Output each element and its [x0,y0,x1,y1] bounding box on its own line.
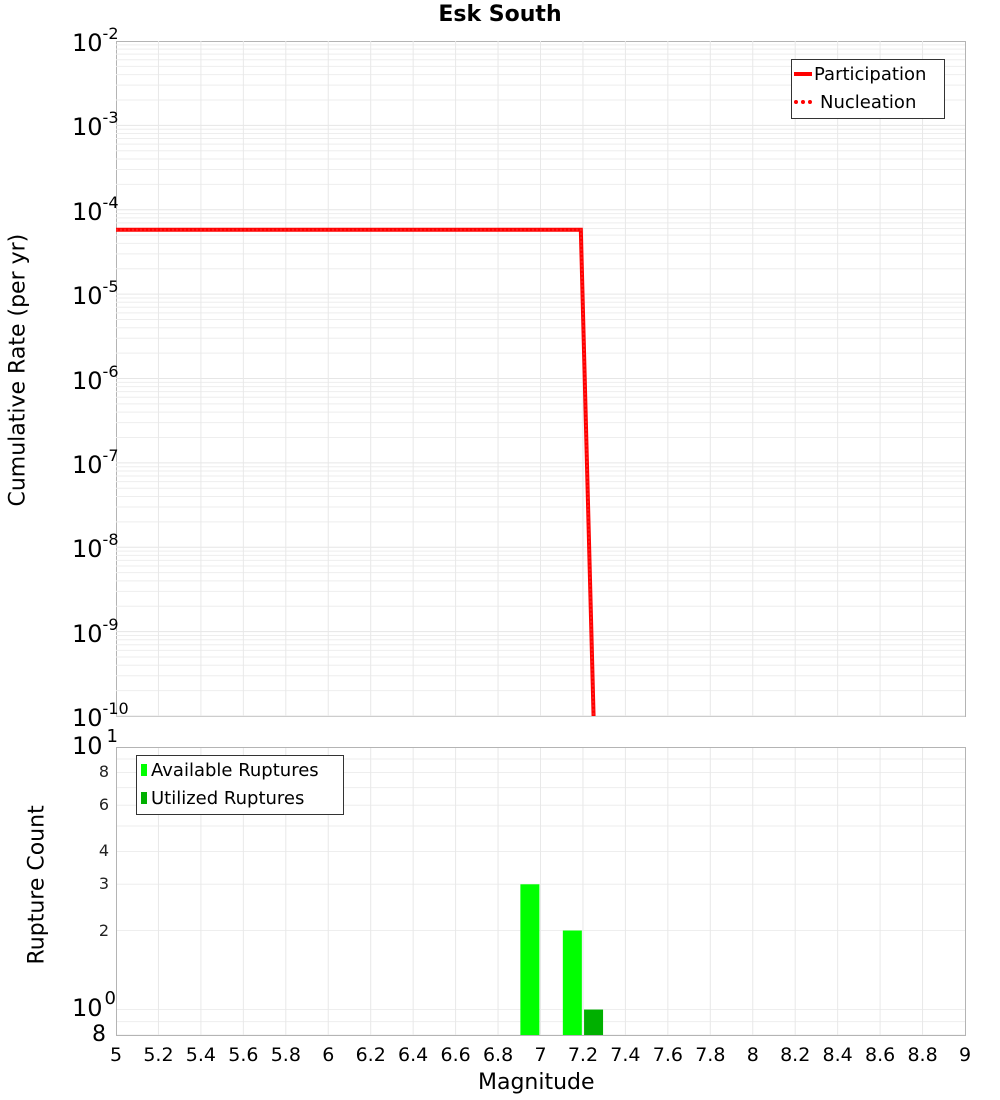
legend-item-nucleation: Nucleation [792,88,944,116]
x-tick: 7.6 [652,1044,683,1066]
top-ytick: 10-9 [72,614,119,648]
legend-item-available: Available Ruptures [137,756,343,784]
rupture-count-plot [116,747,966,1036]
rupture-bars [520,884,604,1035]
top-y-axis-label: Cumulative Rate (per yr) [5,233,31,507]
bottom-ytick: 3 [98,874,109,894]
x-tick: 9 [958,1044,972,1066]
bottom-ytick: 8 [98,762,109,782]
x-tick: 6.2 [355,1044,386,1066]
x-tick: 5.8 [270,1044,301,1066]
x-tick: 8 [746,1044,759,1066]
top-ytick: 10-2 [72,24,119,57]
bottom-ytick: 6 [98,795,109,815]
x-tick: 6.8 [482,1044,514,1066]
legend-label: Utilized Ruptures [151,787,305,809]
x-tick: 5.6 [228,1044,259,1066]
bar [584,1009,604,1035]
x-tick: 7.4 [610,1044,641,1066]
bottom-ytick-10-0: 10 0 [72,988,116,1022]
top-ytick: 10-5 [72,277,119,311]
x-tick: 6.4 [398,1044,429,1066]
x-tick: 8.4 [822,1044,853,1066]
bottom-ytick-8-low: 8 [92,1022,106,1047]
dark-green-square-swatch-icon [141,792,147,804]
green-square-swatch-icon [141,764,147,776]
x-tick: 8.2 [780,1044,811,1066]
bar [562,930,582,1035]
top-ytick: 10-6 [72,361,119,395]
x-tick: 7.8 [695,1044,726,1066]
x-axis-label: Magnitude [478,1070,595,1095]
x-tick: 7 [534,1044,547,1066]
x-tick: 6 [322,1044,335,1066]
top-legend: Participation Nucleation [791,59,945,119]
top-ytick: 10-10 [72,699,129,732]
x-tick: 6.6 [440,1044,471,1066]
x-tick: 8.8 [907,1044,938,1066]
x-tick: 5.2 [143,1044,174,1066]
legend-label: Available Ruptures [151,759,319,781]
top-ytick: 10-4 [72,192,119,226]
bottom-legend: Available Ruptures Utilized Ruptures [136,755,344,815]
rate-curve [116,227,596,717]
legend-label: Participation [814,63,927,85]
bottom-ytick-10-1: 10 1 [72,726,118,760]
legend-item-utilized: Utilized Ruptures [137,784,343,812]
chart-title: Esk South [438,2,562,27]
x-tick: 5 [109,1044,123,1066]
bottom-ytick: 2 [98,920,109,940]
bottom-plot-grid [116,747,965,1036]
bar [520,884,540,1035]
x-tick: 8.6 [864,1044,896,1066]
top-plot-grid [116,41,965,717]
x-tick: 5.4 [185,1044,216,1066]
solid-line-swatch-icon [794,72,812,76]
bottom-y-axis-label: Rupture Count [24,805,50,965]
bottom-ytick: 4 [98,841,109,861]
top-ytick: 10-3 [72,108,119,142]
x-tick: 7.2 [567,1044,599,1066]
top-ytick: 10-8 [72,530,119,564]
top-ytick: 10-7 [72,445,119,479]
dotted-line-swatch-icon [794,100,812,104]
legend-label: Nucleation [820,91,917,113]
legend-item-participation: Participation [792,60,944,88]
